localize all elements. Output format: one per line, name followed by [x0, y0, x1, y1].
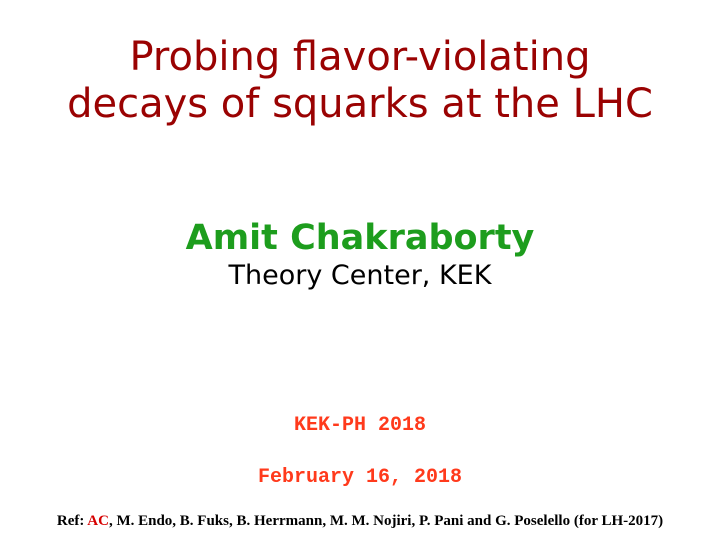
- reference-rest: , M. Endo, B. Fuks, B. Herrmann, M. M. N…: [109, 513, 663, 529]
- reference-prefix: Ref:: [57, 513, 87, 529]
- venue-block: KEK-PH 2018 February 16, 2018: [258, 387, 462, 491]
- author-name: Amit Chakraborty: [186, 218, 535, 258]
- reference-line: Ref: AC, M. Endo, B. Fuks, B. Herrmann, …: [0, 513, 720, 530]
- title-line-2: decays of squarks at the LHC: [67, 81, 653, 127]
- slide-title: Probing flavor-violating decays of squar…: [67, 34, 653, 128]
- reference-ac: AC: [87, 513, 109, 529]
- venue-line-1: KEK-PH 2018: [294, 414, 426, 437]
- venue-line-2: February 16, 2018: [258, 466, 462, 489]
- affiliation-text: Theory Center, KEK: [229, 260, 492, 291]
- slide-container: Probing flavor-violating decays of squar…: [0, 0, 720, 540]
- title-line-1: Probing flavor-violating: [130, 34, 591, 80]
